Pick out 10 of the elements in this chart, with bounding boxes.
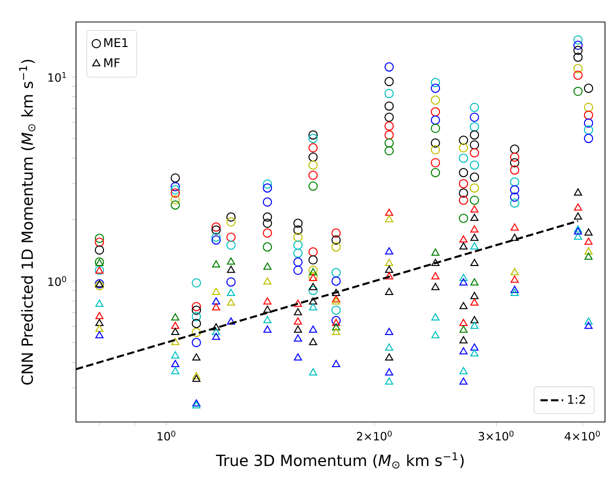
legend-label: ME1	[104, 38, 128, 47]
x-tick-label: 10$^{0}$	[158, 430, 176, 441]
x-tick-label: 2×10$^{0}$	[356, 430, 392, 441]
y-axis-title: CNN Predicted 1D Momentum (M$_{⊙}$ km s$^{−1}$)	[19, 60, 36, 385]
x-tick-label: 4×10$^{0}$	[564, 430, 600, 441]
legend-label: MF	[104, 58, 120, 68]
y-tick-label: 10$^{1}$	[48, 72, 66, 82]
x-tick-label: 3×10$^{0}$	[478, 430, 514, 441]
x-axis-title: True 3D Momentum (M$_{⊙}$ km s$^{−1}$)	[216, 452, 464, 469]
legend-label: 1:2	[568, 394, 585, 404]
